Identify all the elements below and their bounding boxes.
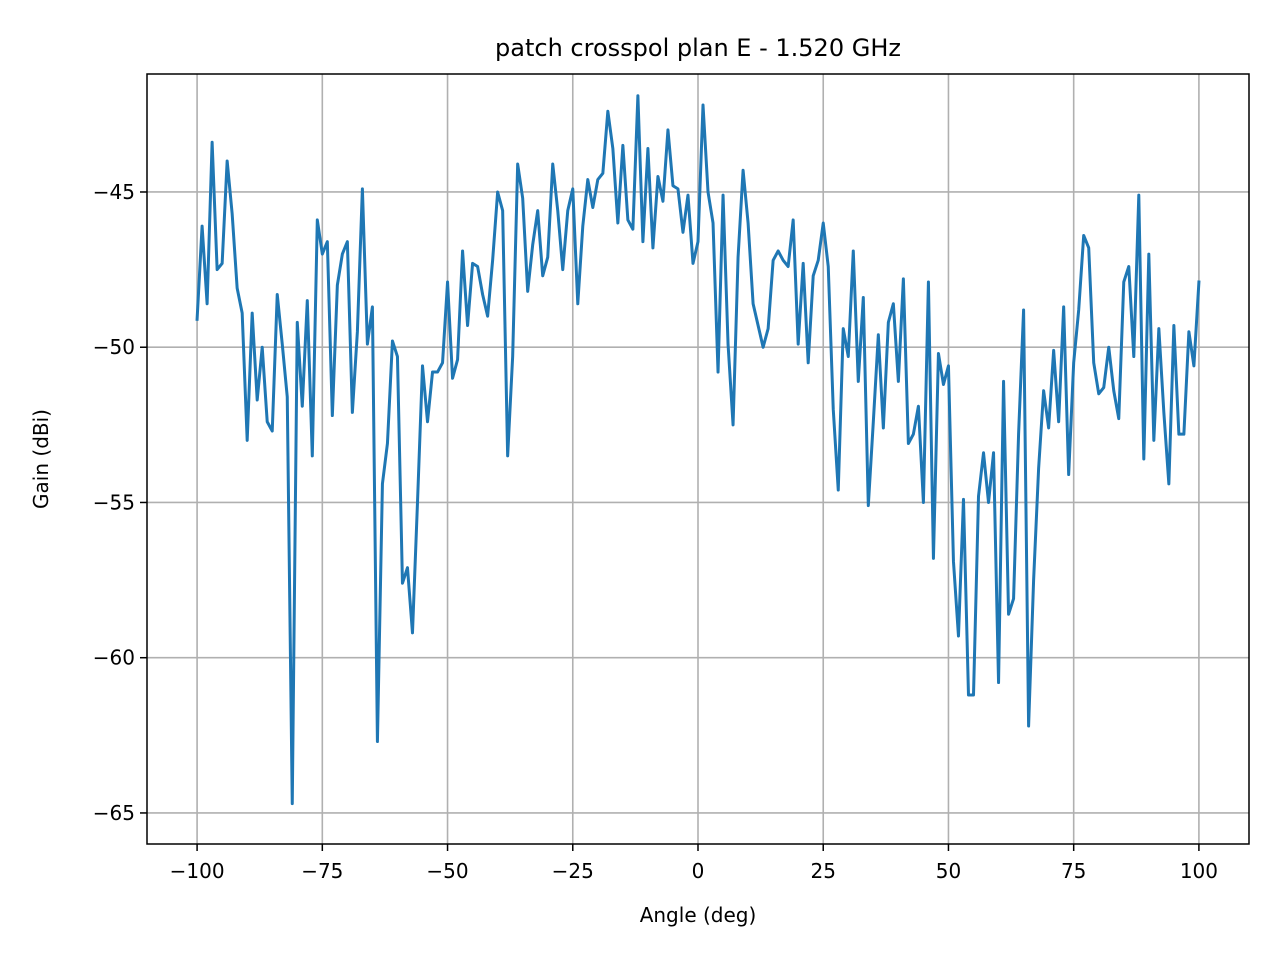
x-tick-label: −50 (426, 859, 468, 883)
y-axis: −45 −50 −55 −60 −65 (93, 180, 147, 825)
y-axis-label: Gain (dBi) (29, 409, 53, 509)
x-tick-label: 0 (692, 859, 705, 883)
y-tick-label: −50 (93, 335, 135, 359)
x-axis: −100 −75 −50 −25 0 25 50 75 100 (170, 844, 1218, 883)
series-line (195, 94, 1201, 806)
y-tick-label: −65 (93, 801, 135, 825)
y-tick-label: −60 (93, 646, 135, 670)
x-tick-label: 25 (811, 859, 836, 883)
chart-title: patch crosspol plan E - 1.520 GHz (495, 34, 901, 62)
series-line-layer (195, 94, 1201, 806)
x-tick-label: −75 (301, 859, 343, 883)
x-axis-label: Angle (deg) (640, 903, 757, 927)
x-tick-label: 100 (1180, 859, 1218, 883)
y-tick-label: −55 (93, 490, 135, 514)
x-tick-label: −25 (552, 859, 594, 883)
x-tick-label: 50 (936, 859, 961, 883)
x-tick-label: −100 (170, 859, 225, 883)
x-tick-label: 75 (1061, 859, 1086, 883)
y-tick-label: −45 (93, 180, 135, 204)
